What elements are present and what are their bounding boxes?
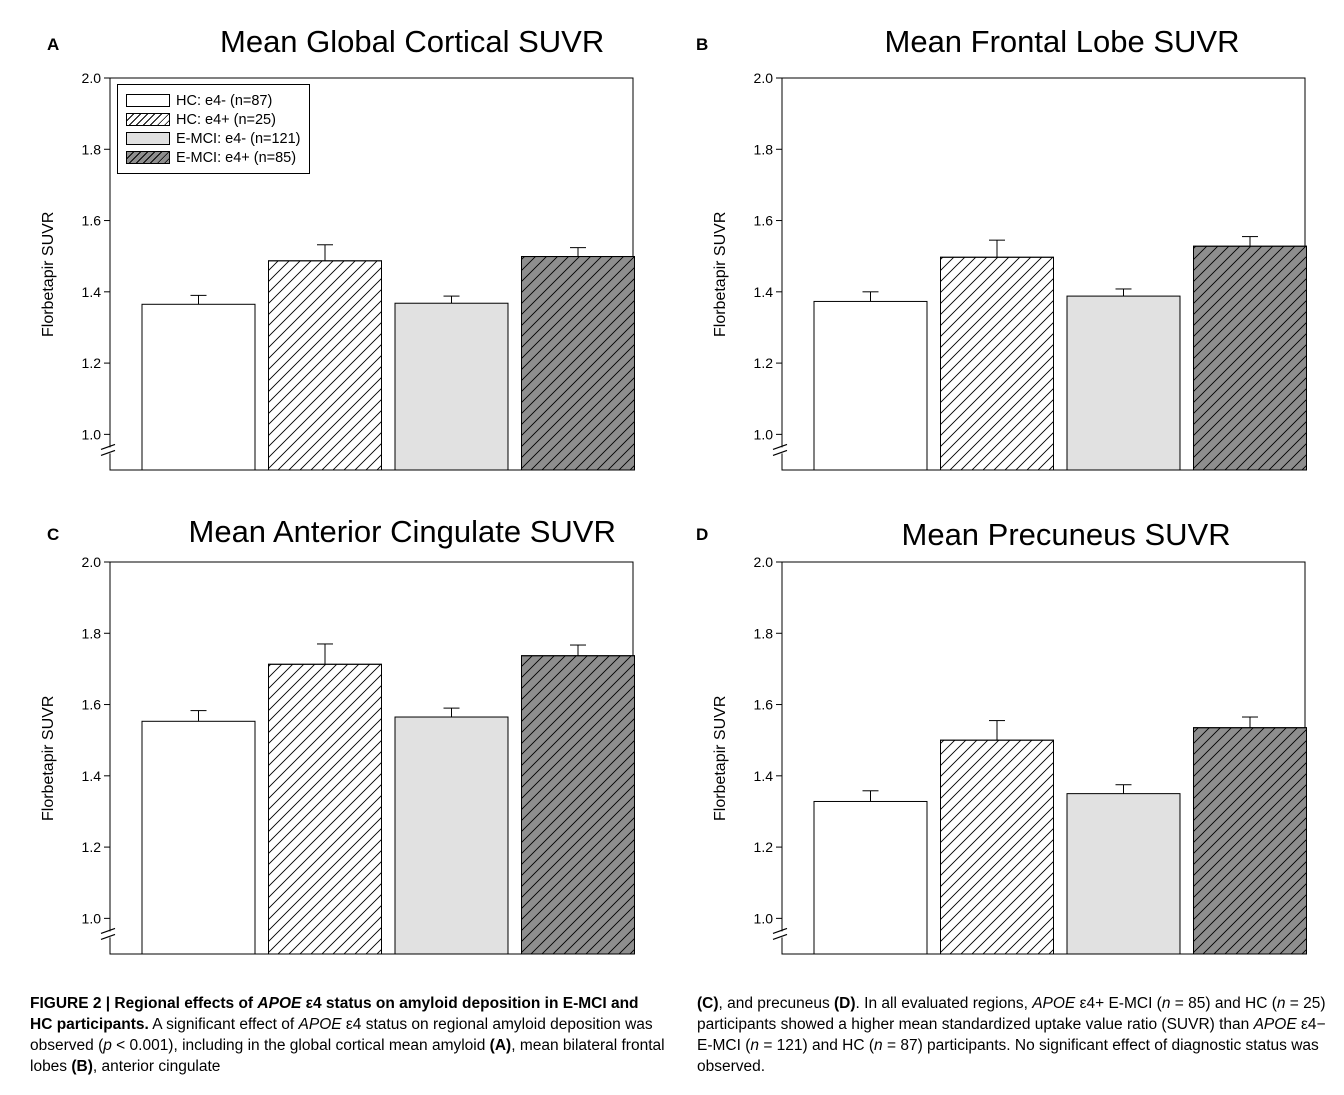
figure-caption-left: FIGURE 2 | Regional effects of APOE ε4 s… <box>30 995 665 1075</box>
y-tick-label: 1.2 <box>754 839 774 855</box>
error-bar <box>989 720 1005 741</box>
legend-swatch <box>126 132 170 145</box>
panel-c: 1.0 1.2 1.4 1.6 1.8 2.0 C Mean Anterior Cingula… <box>0 484 672 964</box>
error-bar <box>317 244 333 261</box>
error-bar <box>190 294 207 305</box>
y-tick-label: 1.2 <box>82 355 102 371</box>
error-bar <box>570 247 586 257</box>
legend-label: E-MCI: e4- (n=121) <box>176 130 301 147</box>
error-bar <box>1115 288 1132 297</box>
error-bar <box>1242 716 1258 728</box>
legend-label: E-MCI: e4+ (n=85) <box>176 149 297 166</box>
legend-swatch <box>126 151 170 164</box>
bar <box>141 720 256 955</box>
y-tick-label: 1.2 <box>754 355 774 371</box>
y-tick-label: 1.2 <box>82 839 102 855</box>
y-tick-label: 1.8 <box>82 141 102 157</box>
figure-caption-right: (C), and precuneus (D). In all evaluated… <box>697 995 1326 1075</box>
legend-label: HC: e4+ (n=25) <box>176 111 276 128</box>
chart-svg: 1.0 1.2 1.4 1.6 1.8 2.0 <box>754 70 1307 471</box>
y-tick-label: 2.0 <box>82 70 102 86</box>
y-tick-label: 1.4 <box>754 284 774 300</box>
bar-hatch <box>940 739 1054 955</box>
error-bar <box>443 707 460 718</box>
chart-title: Mean Anterior Cingulate SUVR <box>188 514 616 549</box>
error-bar <box>570 644 586 656</box>
y-tick-label: 1.8 <box>754 141 774 157</box>
bar <box>394 716 509 955</box>
y-tick-label: 1.8 <box>82 625 102 641</box>
bar <box>813 800 928 955</box>
bar <box>1066 295 1181 471</box>
legend-item: E-MCI: e4+ (n=85) <box>126 148 301 167</box>
y-tick-label: 2.0 <box>754 554 774 570</box>
axis-break <box>100 927 116 940</box>
bar-hatch <box>268 663 382 955</box>
y-axis-label: Florbetapir SUVR <box>712 695 729 821</box>
legend-swatch <box>126 94 170 107</box>
legend-item: E-MCI: e4- (n=121) <box>126 129 301 148</box>
chart-title: Mean Global Cortical SUVR <box>220 24 605 59</box>
error-bar <box>989 239 1005 258</box>
y-tick-label: 1.0 <box>82 910 102 926</box>
bar-hatch <box>1193 245 1307 471</box>
legend-swatch <box>126 113 170 126</box>
error-bar <box>862 291 879 302</box>
y-axis-label: Florbetapir SUVR <box>40 695 57 821</box>
y-tick-label: 2.0 <box>754 70 774 86</box>
bar-hatch <box>521 655 635 955</box>
legend-item: HC: e4+ (n=25) <box>126 110 301 129</box>
legend: HC: e4- (n=87) HC: e4+ (n=25) E-MCI: e4- (… <box>117 84 310 174</box>
y-axis-label: Florbetapir SUVR <box>40 211 57 337</box>
error-bar <box>190 710 207 722</box>
chart-title: Mean Precuneus SUVR <box>901 517 1231 552</box>
panel-letter: D <box>696 525 709 544</box>
chart-svg: 1.0 1.2 1.4 1.6 1.8 2.0 <box>82 70 635 471</box>
bar <box>1066 793 1181 955</box>
y-tick-label: 1.0 <box>754 910 774 926</box>
y-tick-label: 1.4 <box>82 768 102 784</box>
y-tick-label: 1.0 <box>82 426 102 442</box>
chart-svg: 1.0 1.2 1.4 1.6 1.8 2.0 <box>82 554 635 955</box>
y-axis-label: Florbetapir SUVR <box>712 211 729 337</box>
error-bar <box>1115 784 1132 794</box>
bar-hatch <box>1193 727 1307 955</box>
y-tick-label: 1.6 <box>82 213 102 229</box>
error-bar <box>1242 236 1258 247</box>
bar <box>394 302 509 471</box>
bar-hatch <box>268 260 382 471</box>
panel-letter: B <box>696 35 709 54</box>
y-tick-label: 1.6 <box>754 697 774 713</box>
bar <box>813 300 928 471</box>
bar-hatch <box>521 256 635 471</box>
axis-break <box>772 927 788 940</box>
panel-a: 1.0 1.2 1.4 1.6 1.8 2.0 A Mean Global Cortical … <box>0 0 672 480</box>
panel-letter: A <box>47 35 60 54</box>
panel-letter: C <box>47 525 60 544</box>
error-bar <box>443 295 460 304</box>
y-tick-label: 1.8 <box>754 625 774 641</box>
y-tick-label: 1.6 <box>82 697 102 713</box>
legend-label: HC: e4- (n=87) <box>176 92 273 109</box>
legend-item: HC: e4- (n=87) <box>126 91 301 110</box>
error-bar <box>862 790 879 802</box>
bar <box>141 303 256 471</box>
y-tick-label: 1.6 <box>754 213 774 229</box>
y-tick-label: 1.4 <box>754 768 774 784</box>
chart-title: Mean Frontal Lobe SUVR <box>884 24 1240 59</box>
panel-d: 1.0 1.2 1.4 1.6 1.8 2.0 D Mean Precuneus SUVR Fl… <box>672 484 1344 964</box>
axis-break <box>100 443 116 456</box>
error-bar <box>317 643 333 665</box>
y-tick-label: 1.0 <box>754 426 774 442</box>
axis-break <box>772 443 788 456</box>
chart-svg: 1.0 1.2 1.4 1.6 1.8 2.0 <box>754 554 1307 955</box>
bar-hatch <box>940 256 1054 471</box>
y-tick-label: 1.4 <box>82 284 102 300</box>
panel-b: 1.0 1.2 1.4 1.6 1.8 2.0 B Mean Frontal Lobe SUV… <box>672 0 1344 480</box>
y-tick-label: 2.0 <box>82 554 102 570</box>
